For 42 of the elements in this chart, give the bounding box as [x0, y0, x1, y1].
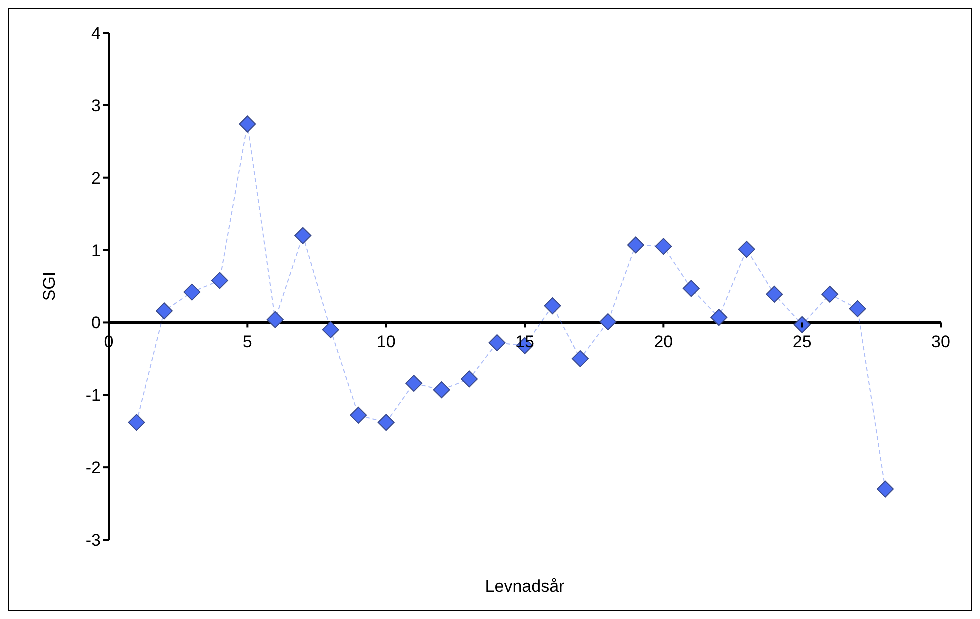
y-axis-title: SGI [40, 272, 60, 302]
point [877, 480, 894, 498]
point [572, 350, 589, 368]
x-tick-label: 10 [376, 332, 396, 352]
y-tick-label: -3 [86, 531, 101, 550]
point [266, 311, 284, 328]
point [822, 286, 839, 303]
y-tick-label: 1 [92, 241, 101, 260]
y-tick-label: -1 [86, 386, 101, 406]
point [488, 334, 506, 352]
point [682, 280, 700, 298]
point [322, 321, 340, 338]
y-tick-label: 4 [92, 24, 101, 44]
point [710, 309, 728, 326]
point [156, 302, 173, 320]
y-tick-label: 2 [92, 168, 101, 188]
y-tick-label: 0 [92, 314, 101, 333]
x-tick-label: 5 [242, 332, 252, 352]
point [378, 414, 395, 432]
x-tick-label: 25 [792, 332, 812, 352]
point [544, 298, 562, 315]
x-tick-label: 30 [932, 332, 950, 352]
point [128, 414, 146, 432]
point [794, 316, 811, 334]
y-tick-label: 3 [92, 96, 101, 116]
point [184, 284, 201, 301]
y-tick-label: -2 [86, 458, 101, 478]
point [406, 375, 423, 392]
point [627, 236, 644, 254]
point [433, 382, 450, 399]
point [766, 286, 784, 303]
point [461, 370, 478, 388]
point [239, 116, 256, 133]
point [600, 313, 617, 330]
point [350, 406, 368, 424]
point [655, 238, 672, 256]
x-tick-label: 20 [654, 332, 674, 352]
x-axis-title: Levnadsår [485, 577, 566, 596]
point [294, 227, 312, 244]
point [849, 300, 866, 318]
point [738, 241, 756, 258]
point [211, 272, 228, 290]
